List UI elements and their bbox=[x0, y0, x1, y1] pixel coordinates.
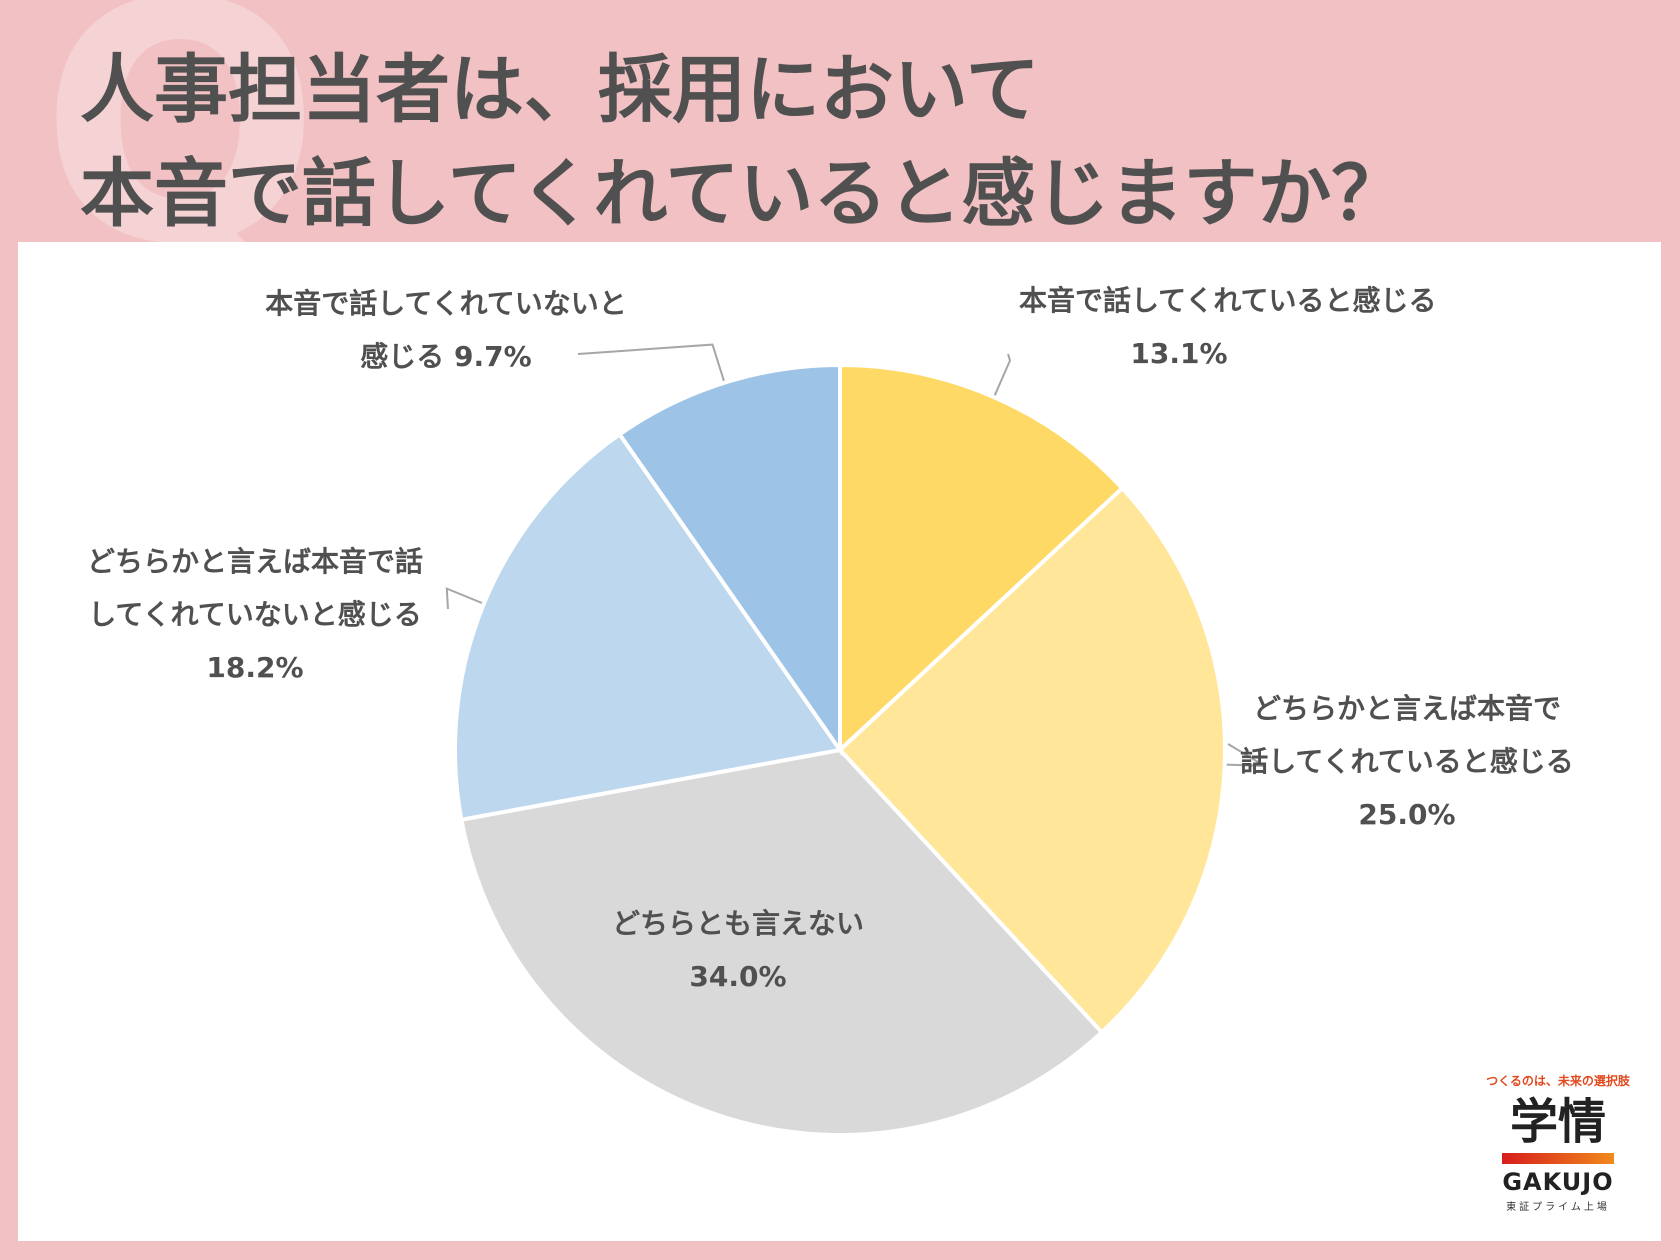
slice-label-honest: 本音で話してくれていると感じる 13.1% bbox=[1019, 274, 1437, 380]
leader-line bbox=[993, 353, 1012, 396]
pie-slices bbox=[453, 362, 1227, 1137]
slice-value: 25.0% bbox=[1358, 798, 1456, 831]
slice-value: 34.0% bbox=[689, 960, 787, 993]
slice-label-line: 感じる 9.7% bbox=[260, 330, 632, 383]
slice-label-line: 本音で話してくれていないと bbox=[265, 287, 627, 320]
slice-label-line: 本音で話してくれていると感じる bbox=[1019, 284, 1437, 317]
slice-honest bbox=[838, 362, 1126, 755]
pie-chart bbox=[445, 343, 1266, 1137]
slice-value: 9.7% bbox=[454, 340, 532, 373]
question-mark-decoration: Q bbox=[40, 0, 321, 317]
gakujo-logo: つくるのは、未来の選択肢 学情 GAKUJO 東証プライム上場 bbox=[1468, 1072, 1648, 1213]
slice-value: 13.1% bbox=[1130, 337, 1228, 370]
leader-line bbox=[1226, 743, 1266, 767]
chart-panel: 本音で話してくれていると感じる 13.1% どちらかと言えば本音で 話してくれて… bbox=[18, 242, 1661, 1241]
slice-label-neutral: どちらとも言えない 34.0% bbox=[578, 897, 898, 1003]
logo-name-en: GAKUJO bbox=[1502, 1168, 1614, 1196]
slice-not-honest bbox=[616, 362, 842, 757]
slice-label-line: どちらかと言えば本音で話 bbox=[86, 545, 423, 578]
logo-bar bbox=[1502, 1153, 1614, 1164]
slice-somewhat-not-honest bbox=[453, 431, 844, 823]
slice-label-line: どちらかと言えば本音で bbox=[1252, 692, 1561, 725]
slice-label-line: どちらとも言えない bbox=[611, 907, 864, 940]
leader-line bbox=[577, 343, 725, 382]
slice-neutral bbox=[459, 747, 1105, 1137]
leader-lines bbox=[445, 343, 1266, 767]
slice-label-line: してくれていないと感じる bbox=[88, 598, 422, 631]
title-line-2: 本音で話してくれていると感じますか？ bbox=[80, 151, 1406, 237]
slice-somewhat-honest bbox=[837, 485, 1227, 1036]
logo-sub: 東証プライム上場 bbox=[1506, 1202, 1610, 1213]
leader-line bbox=[445, 587, 483, 610]
slice-label-somewhat-not-honest: どちらかと言えば本音で話 してくれていないと感じる 18.2% bbox=[80, 535, 430, 694]
page-title: 人事担当者は、採用において 本音で話してくれていると感じますか？ bbox=[80, 38, 1405, 246]
title-line-1: 人事担当者は、採用において bbox=[80, 47, 1040, 133]
slice-label-somewhat-honest: どちらかと言えば本音で 話してくれていると感じる 25.0% bbox=[1240, 682, 1574, 841]
logo-name: 学情 bbox=[1509, 1094, 1606, 1150]
slice-value: 18.2% bbox=[206, 651, 304, 684]
logo-tagline: つくるのは、未来の選択肢 bbox=[1486, 1074, 1630, 1088]
slice-label-not-honest: 本音で話してくれていないと 感じる 9.7% bbox=[260, 277, 632, 383]
slice-label-line: 話してくれていると感じる bbox=[1240, 745, 1574, 778]
slice-label-text: 感じる bbox=[360, 340, 445, 373]
